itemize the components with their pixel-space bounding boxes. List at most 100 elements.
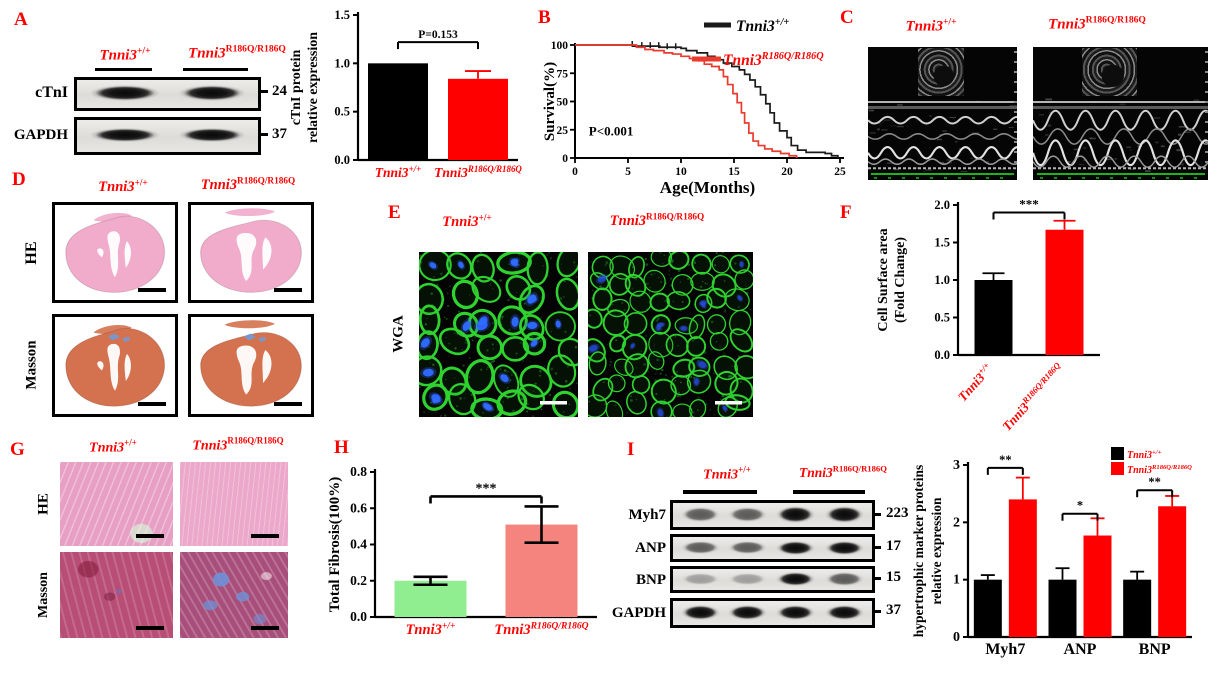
myocardium-he-mut — [180, 462, 288, 546]
echocardiogram-mut — [1033, 47, 1208, 180]
blot-band — [86, 127, 164, 143]
blot-band — [823, 540, 867, 556]
svg-text:relative expression: relative expression — [929, 497, 944, 605]
mw-tick — [874, 513, 881, 516]
echo-ecg-line — [870, 173, 1015, 175]
svg-text:2: 2 — [953, 515, 960, 530]
blot-row-label-myh7: Myh7 — [628, 507, 667, 523]
total-fibrosis-bar-chart: 0.0 0.2 0.4 0.6 0.8 Total Fibrosis(100%) Tnni3… — [327, 464, 597, 638]
blot-band — [174, 84, 249, 102]
lane-underline — [793, 490, 865, 494]
blot-row-label-gapdh: GAPDH — [13, 127, 68, 143]
blot-band — [725, 506, 769, 523]
blot-band — [725, 540, 769, 555]
svg-text:1: 1 — [953, 573, 960, 588]
western-blot-gapdh — [74, 117, 261, 155]
svg-text:Tnni3+/+: Tnni3+/+ — [1127, 449, 1162, 461]
svg-text:0.4: 0.4 — [350, 537, 367, 552]
svg-text:***: *** — [476, 481, 497, 496]
mw-marker-15: 15 — [886, 569, 901, 585]
svg-text:Age(Months): Age(Months) — [660, 178, 755, 197]
svg-text:0.5: 0.5 — [934, 311, 950, 325]
mw-marker-37: 37 — [886, 602, 901, 618]
western-blot-myh7 — [670, 500, 875, 530]
ctni-expression-bar-chart: 0.0 0.5 1.0 1.5 cTnI protein relative express… — [289, 8, 522, 180]
svg-text:Total Fibrosis(100%): Total Fibrosis(100%) — [327, 477, 343, 612]
blot-band — [823, 505, 867, 524]
svg-text:0.5: 0.5 — [334, 105, 350, 119]
panel-letter-b: B — [538, 7, 551, 28]
row-label-he: HE — [23, 241, 40, 265]
genotype-label-mut: Tnni3R186Q/R186Q — [1048, 14, 1146, 33]
svg-text:5: 5 — [625, 166, 631, 178]
echo-2d-inset — [918, 48, 964, 96]
svg-text:0.0: 0.0 — [350, 609, 367, 624]
genotype-label-wt: Tnni3+/+ — [905, 16, 957, 35]
svg-text:0: 0 — [562, 153, 568, 165]
svg-text:relative expression: relative expression — [306, 32, 321, 143]
svg-text:Cell Surface area: Cell Surface area — [876, 228, 891, 331]
svg-text:hypertrophic marker proteins: hypertrophic marker proteins — [911, 465, 926, 638]
wga-staining-mut — [588, 252, 753, 417]
panel-letter-e: E — [388, 202, 401, 223]
blot-band — [823, 604, 867, 621]
mw-marker-24: 24 — [272, 83, 287, 99]
svg-text:25: 25 — [834, 166, 846, 178]
svg-text:50: 50 — [557, 97, 569, 109]
svg-text:0: 0 — [953, 630, 960, 645]
svg-text:2.0: 2.0 — [934, 198, 950, 212]
svg-text:0.8: 0.8 — [350, 464, 367, 479]
blot-row-label-anp: ANP — [635, 540, 666, 556]
echo-ecg-ticks — [873, 177, 1012, 179]
echocardiogram-wt — [868, 47, 1017, 180]
lane-underline — [95, 68, 152, 71]
svg-text:*: * — [1077, 499, 1083, 513]
blot-band — [725, 604, 769, 621]
row-label-he: HE — [35, 493, 52, 515]
genotype-label-mut: Tnni3R186Q/R186Q — [188, 43, 286, 62]
blot-band — [678, 604, 722, 621]
blot-band — [678, 572, 722, 586]
echo-2d-inset — [1082, 48, 1137, 96]
svg-text:Tnni3+/+: Tnni3+/+ — [736, 17, 789, 35]
blot-band — [678, 540, 722, 555]
panel-letter-f: F — [840, 202, 852, 223]
svg-text:Myh7: Myh7 — [985, 641, 1025, 658]
panel-letter-i: I — [627, 439, 635, 460]
svg-text:0.0: 0.0 — [334, 153, 350, 167]
mw-marker-223: 223 — [886, 505, 909, 521]
genotype-label-mut: Tnni3R186Q/R186Q — [192, 435, 284, 454]
mw-tick — [874, 610, 881, 613]
scale-bar — [136, 626, 164, 630]
hypertrophic-markers-bar-chart: 0 1 2 3 hypertrophic marker proteins relative… — [911, 447, 1192, 658]
myocardium-masson-wt — [60, 552, 173, 638]
svg-text:0.6: 0.6 — [350, 500, 367, 515]
heart-section-masson-mut — [188, 314, 314, 417]
scale-bar — [251, 534, 279, 538]
blot-band — [774, 571, 818, 587]
svg-text:Tnni3R186Q/R186Q: Tnni3R186Q/R186Q — [723, 51, 824, 69]
svg-text:Tnni3+/+: Tnni3+/+ — [375, 164, 421, 180]
svg-text:75: 75 — [557, 68, 569, 80]
mw-tick — [874, 546, 881, 549]
genotype-label-wt: Tnni3+/+ — [703, 464, 751, 483]
lane-underline — [183, 68, 248, 71]
svg-text:P=0.153: P=0.153 — [418, 29, 458, 41]
blot-band — [174, 127, 249, 143]
blot-band — [774, 540, 818, 556]
svg-text:Tnni3R186Q/R186Q: Tnni3R186Q/R186Q — [434, 164, 522, 180]
genotype-label-wt: Tnni3+/+ — [99, 45, 151, 64]
wga-staining-wt — [419, 252, 578, 417]
scale-bar — [274, 402, 302, 406]
blot-band — [823, 571, 867, 587]
echo-ecg-ticks — [1040, 177, 1201, 179]
mw-tick — [260, 90, 268, 93]
myocardium-he-wt — [60, 462, 173, 546]
svg-text:25: 25 — [557, 125, 569, 137]
mw-tick — [260, 133, 268, 136]
western-blot-gapdh-i — [670, 598, 875, 628]
svg-text:1.0: 1.0 — [934, 273, 950, 287]
scale-bar — [138, 402, 166, 406]
scale-bar — [136, 534, 164, 538]
